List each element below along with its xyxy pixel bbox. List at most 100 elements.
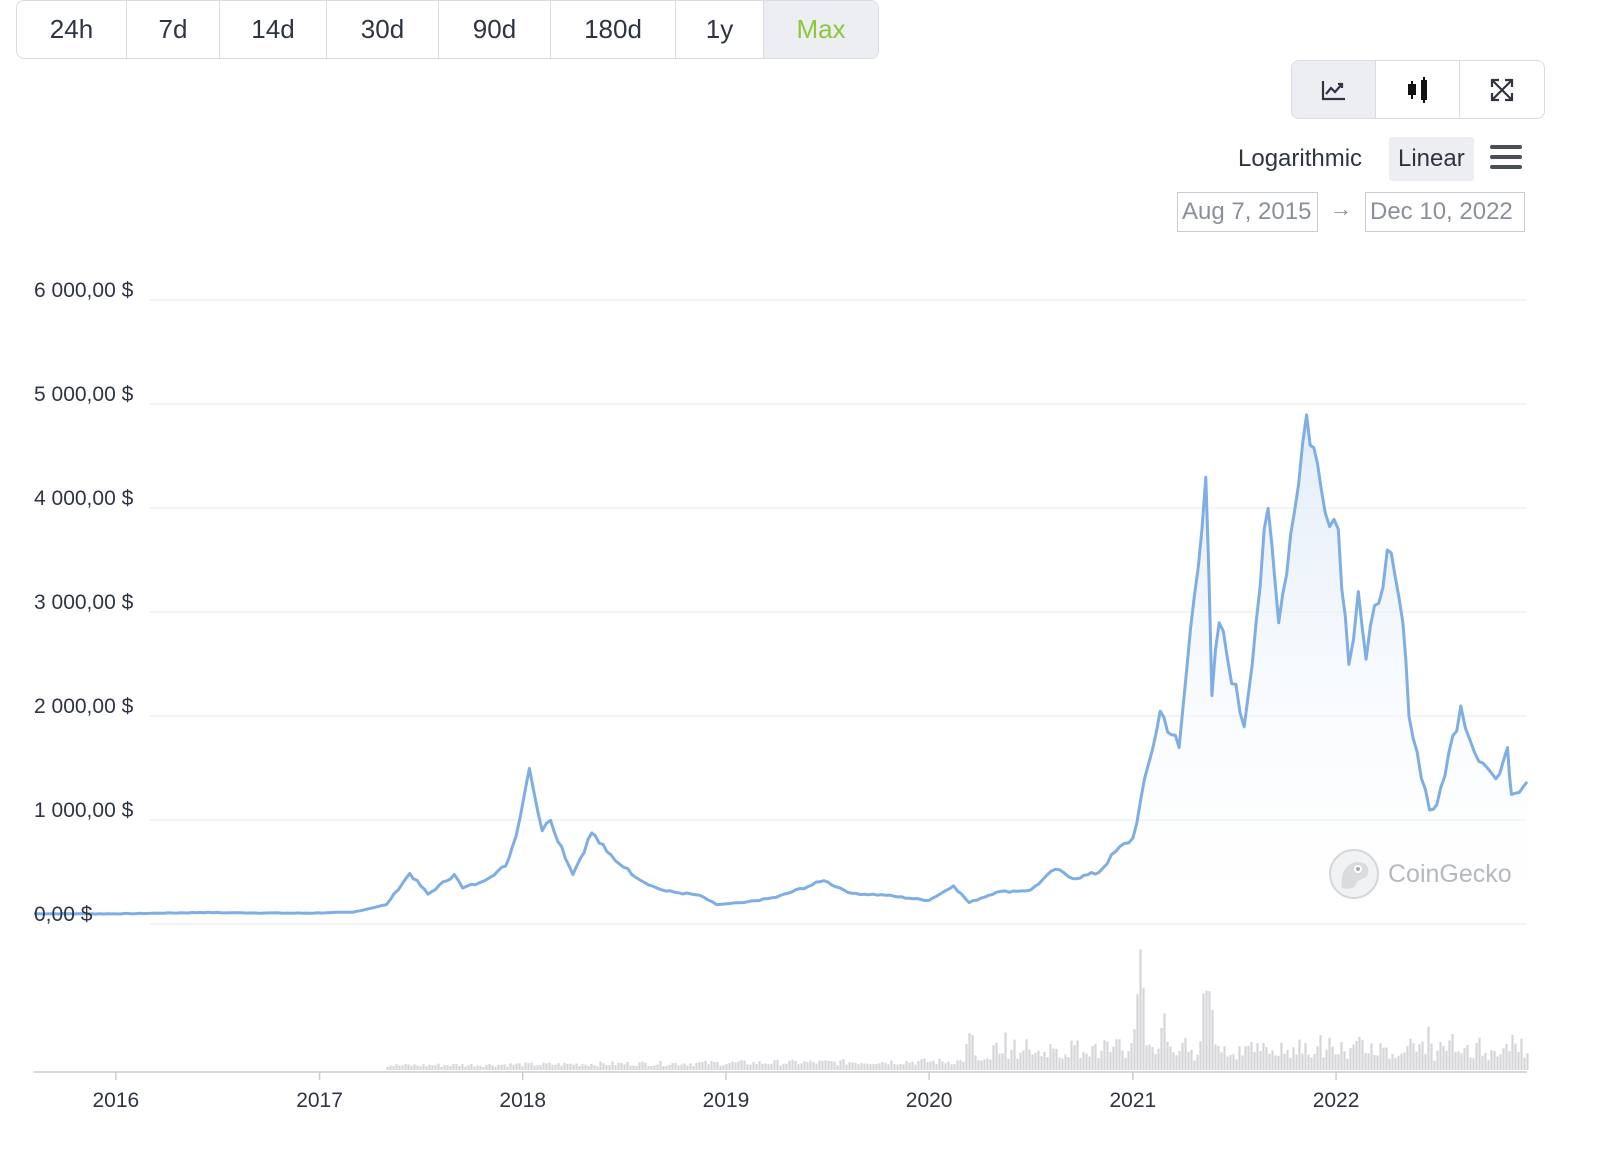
range-30d-button[interactable]: 30d <box>327 1 439 58</box>
volume-bar <box>1502 1048 1505 1070</box>
volume-bar <box>524 1062 527 1070</box>
volume-bar <box>1376 1055 1379 1070</box>
range-7d-button[interactable]: 7d <box>127 1 220 58</box>
volume-bar <box>452 1063 455 1070</box>
volume-bar <box>989 1059 992 1070</box>
volume-bar <box>680 1064 683 1070</box>
volume-bar <box>1148 1044 1151 1070</box>
volume-bar <box>1415 1051 1418 1070</box>
volume-bar <box>1013 1039 1016 1070</box>
y-tick-label: 4 000,00 $ <box>34 487 134 510</box>
volume-bar <box>548 1062 551 1070</box>
volume-bar <box>1310 1057 1313 1070</box>
candlestick-button[interactable] <box>1376 61 1460 118</box>
volume-bar <box>512 1064 515 1070</box>
range-1y-button[interactable]: 1y <box>676 1 764 58</box>
volume-bar <box>788 1060 791 1070</box>
volume-bar <box>419 1066 422 1070</box>
volume-bar <box>755 1064 758 1070</box>
line-chart-button[interactable] <box>1292 61 1376 118</box>
volume-bar <box>437 1063 440 1070</box>
range-max-button[interactable]: Max <box>764 1 878 58</box>
candlestick-icon <box>1407 76 1427 103</box>
volume-bar <box>521 1066 524 1070</box>
volume-bar <box>500 1064 503 1070</box>
volume-bar <box>1394 1057 1397 1070</box>
volume-bar <box>911 1061 914 1070</box>
volume-bar <box>590 1063 593 1070</box>
volume-bar <box>1385 1047 1388 1070</box>
logarithmic-scale-option[interactable]: Logarithmic <box>1238 145 1363 172</box>
volume-bar <box>878 1063 881 1070</box>
volume-bar <box>740 1060 743 1070</box>
volume-bar <box>1475 1042 1478 1070</box>
watermark-text: CoinGecko <box>1388 859 1512 888</box>
volume-bar <box>1259 1051 1262 1070</box>
volume-bar <box>1280 1042 1283 1070</box>
range-14d-button[interactable]: 14d <box>220 1 327 58</box>
volume-bar <box>584 1064 587 1070</box>
volume-bar <box>1184 1038 1187 1070</box>
volume-bar <box>800 1063 803 1070</box>
range-180d-button[interactable]: 180d <box>551 1 676 58</box>
volume-bar <box>1418 1044 1421 1070</box>
volume-bar <box>1334 1054 1337 1070</box>
range-90d-button[interactable]: 90d <box>439 1 551 58</box>
volume-bar <box>1235 1059 1238 1070</box>
volume-bar <box>608 1065 611 1070</box>
volume-bar <box>1091 1045 1094 1070</box>
volume-bar <box>1520 1038 1523 1070</box>
volume-bar <box>1391 1054 1394 1070</box>
volume-bar <box>1028 1049 1031 1070</box>
volume-bar <box>980 1060 983 1070</box>
volume-bar <box>998 1053 1001 1070</box>
volume-bar <box>527 1063 530 1070</box>
volume-bar <box>1262 1042 1265 1070</box>
volume-bar <box>935 1063 938 1070</box>
volume-bar <box>1268 1053 1271 1070</box>
volume-bar <box>446 1065 449 1070</box>
volume-bar <box>779 1065 782 1070</box>
volume-bar <box>1337 1054 1340 1070</box>
volume-bar <box>731 1061 734 1070</box>
fullscreen-button[interactable] <box>1460 61 1544 118</box>
menu-icon[interactable] <box>1488 142 1524 172</box>
volume-bar <box>1100 1050 1103 1070</box>
volume-bar <box>1490 1050 1493 1070</box>
volume-bar <box>1226 1056 1229 1070</box>
volume-bar <box>1199 1041 1202 1070</box>
volume-bar <box>1136 994 1139 1070</box>
volume-bar <box>728 1063 731 1070</box>
volume-bar <box>623 1064 626 1070</box>
volume-bar <box>1019 1052 1022 1070</box>
volume-bar <box>665 1065 668 1070</box>
volume-bar <box>1124 1057 1127 1070</box>
date-from-input[interactable]: Aug 7, 2015 <box>1177 192 1318 232</box>
volume-bar <box>1511 1034 1514 1070</box>
volume-bar <box>1283 1053 1286 1070</box>
volume-bar <box>815 1063 818 1070</box>
volume-bar <box>578 1066 581 1070</box>
volume-bar <box>1424 1053 1427 1070</box>
volume-bar <box>668 1064 671 1070</box>
volume-bar <box>611 1061 614 1070</box>
volume-bar <box>1403 1052 1406 1070</box>
price-chart[interactable]: 0,00 $ 1 000,00 $ 2 000,00 $ 3 000,00 $ 4 00… <box>0 240 1600 1140</box>
volume-bar <box>1070 1040 1073 1070</box>
volume-bar <box>1040 1056 1043 1070</box>
range-24h-button[interactable]: 24h <box>17 1 127 58</box>
volume-bar <box>410 1065 413 1070</box>
y-tick-label: 0,00 $ <box>34 903 93 926</box>
volume-bar <box>1307 1054 1310 1070</box>
volume-bar <box>491 1065 494 1070</box>
linear-scale-option[interactable]: Linear <box>1389 137 1474 181</box>
volume-bar <box>1076 1040 1079 1070</box>
time-range-selector: 24h 7d 14d 30d 90d 180d 1y Max <box>16 0 879 59</box>
date-to-input[interactable]: Dec 10, 2022 <box>1365 192 1525 232</box>
volume-bar <box>671 1063 674 1070</box>
volume-bar <box>1034 1052 1037 1070</box>
volume-bar <box>926 1062 929 1070</box>
volume-bar <box>1193 1060 1196 1070</box>
volume-bar <box>1295 1054 1298 1070</box>
volume-bar <box>746 1064 749 1070</box>
